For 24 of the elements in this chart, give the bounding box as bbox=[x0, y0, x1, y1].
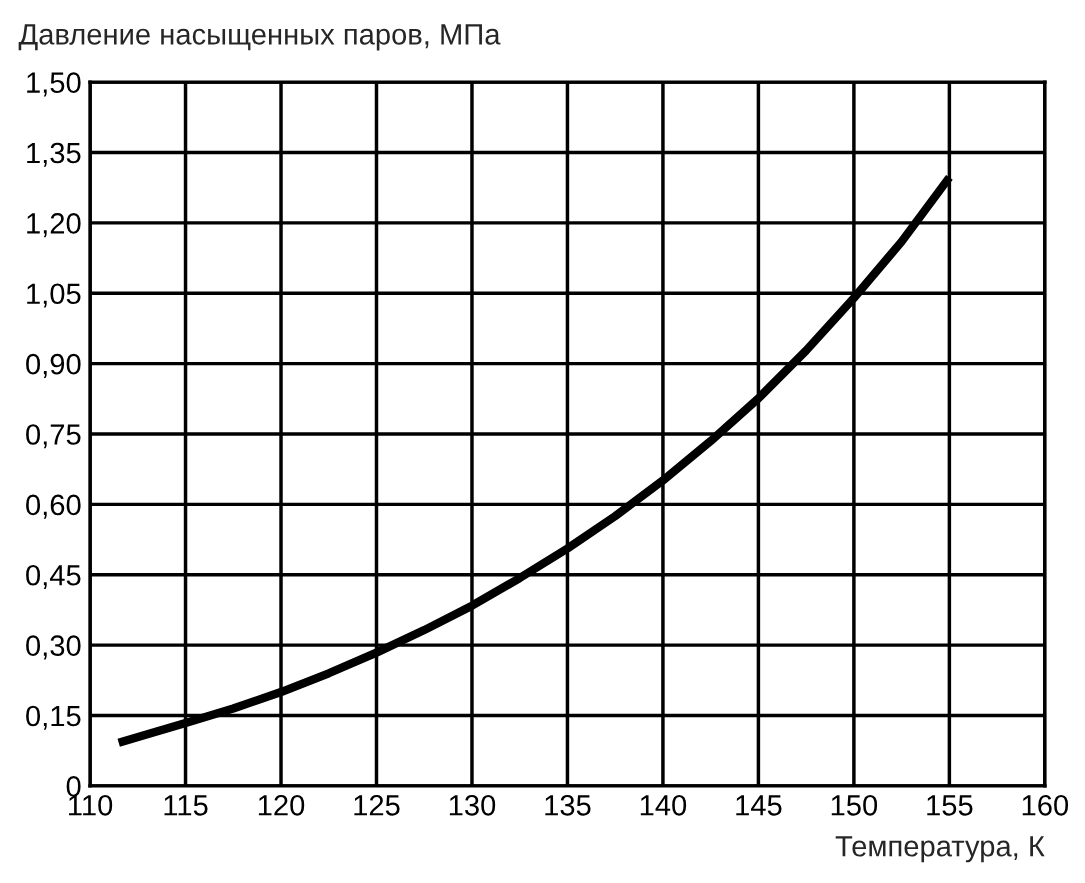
x-tick-label: 160 bbox=[1022, 794, 1069, 816]
y-tick-label: 1,50 bbox=[27, 72, 81, 97]
x-tick-label: 135 bbox=[545, 794, 591, 816]
x-tick-label: 125 bbox=[354, 794, 400, 816]
y-tick-label: 0,75 bbox=[26, 424, 81, 449]
y-axis-title: Давление насыщенных паров, МПа bbox=[18, 24, 501, 51]
x-tick-label: 150 bbox=[831, 794, 878, 816]
x-tick-label: 110 bbox=[69, 794, 113, 816]
x-tick-label: 155 bbox=[927, 795, 973, 816]
y-tick-label: 0,15 bbox=[26, 705, 81, 730]
y-tick-label: 1,35 bbox=[27, 142, 81, 167]
x-tick-label: 130 bbox=[449, 794, 496, 816]
x-tick-label: 115 bbox=[164, 795, 208, 816]
y-tick-label: 1,20 bbox=[27, 213, 81, 238]
y-tick-label: 0 bbox=[66, 776, 81, 797]
y-tick-label: 0,90 bbox=[26, 353, 81, 378]
y-tick-label: 0,30 bbox=[26, 635, 81, 660]
y-tick-label: 1,05 bbox=[27, 283, 81, 308]
x-axis-title: Температура, К bbox=[835, 836, 1045, 863]
x-tick-label: 145 bbox=[736, 795, 782, 816]
y-tick-label: 0,60 bbox=[26, 494, 81, 519]
y-tick-label: 0,45 bbox=[26, 564, 81, 590]
x-tick-label: 120 bbox=[258, 794, 305, 816]
x-tick-label: 140 bbox=[640, 794, 687, 816]
